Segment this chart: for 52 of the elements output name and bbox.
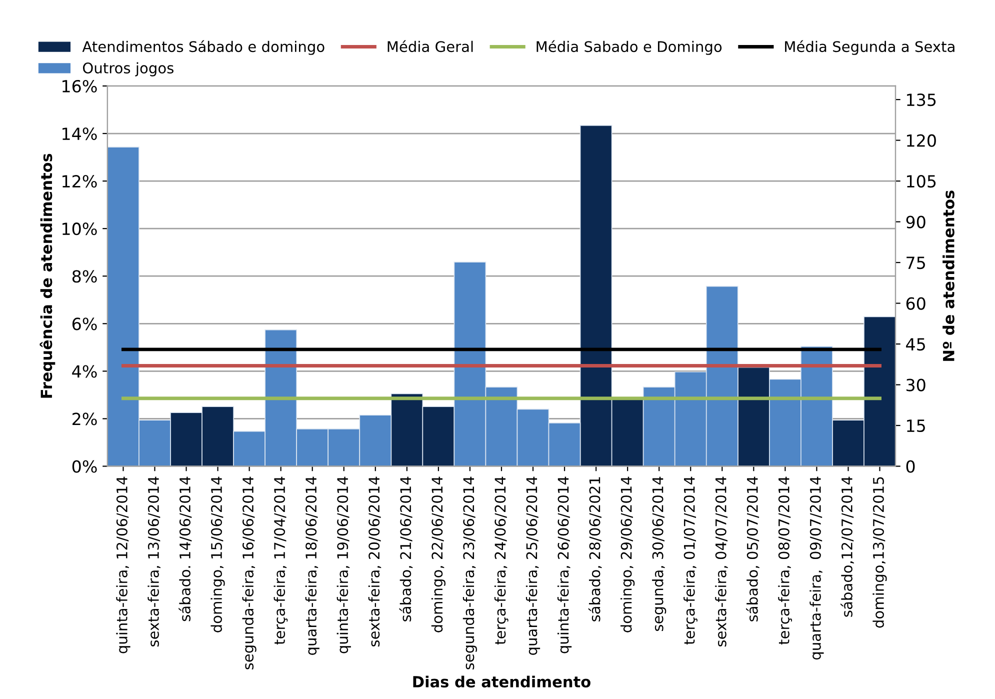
y2-tick-label: 105: [907, 175, 936, 188]
x-tick-label: quinta-feira, 26/06/2014: [557, 476, 572, 654]
x-tick-label: quinta-feira, 12/06/2014: [116, 476, 130, 654]
x-tick-label: sexta-feira, 13/06/2014: [148, 476, 160, 646]
x-tick-label: terça-feira, 08/07/2014: [778, 476, 792, 645]
x-tick-label: terça-feira, 17/04/2014: [274, 476, 288, 645]
y-tick-label: 0%: [72, 460, 97, 473]
y-tick-label: 10%: [62, 222, 97, 236]
y-tick-label: 12%: [62, 175, 97, 188]
y2-tick-label: 30: [906, 378, 926, 392]
legend-label: Atendimentos Sábado e domingo: [82, 40, 324, 55]
x-tick-label: sábado, 05/07/2014: [746, 476, 760, 622]
x-tick-label: segunda-feira, 23/06/2014: [462, 476, 478, 670]
y2-tick-label: 135: [907, 94, 936, 106]
x-tick-label: domingo, 29/06/2014: [620, 476, 635, 632]
x-tick-label: sexta-feira, 20/06/2014: [368, 476, 382, 646]
legend-label: Média Sabado e Domingo: [536, 40, 722, 55]
x-tick-label: quarta-feira, 18/06/2014: [305, 476, 320, 655]
y-tick-label: 8%: [72, 270, 97, 283]
x-tick-label: terça-feira, 24/06/2014: [494, 476, 508, 645]
legend-label: Média Segunda a Sexta: [785, 40, 954, 55]
legend-label: Média Geral: [388, 40, 473, 52]
legend-label: Outros jogos: [83, 62, 174, 76]
x-tick-label: sábado. 14/06/2014: [178, 476, 192, 622]
y-tick-label: 4%: [72, 365, 97, 378]
y2-tick-label: 45: [906, 338, 925, 351]
x-tick-label: sexta-feira, 04/07/2014: [715, 476, 728, 646]
y-tick-label: 14%: [62, 127, 97, 140]
x-axis-title: Dias de atendimento: [413, 676, 590, 688]
y2-tick-label: 0: [906, 460, 915, 473]
x-tick-label: domingo,13/07/2015: [872, 477, 887, 628]
x-tick-label: segunda, 30/06/2014: [652, 476, 666, 631]
x-tick-label: domingo, 15/06/2014: [210, 476, 225, 632]
x-tick-label: quarta-feira, 25/06/2014: [526, 476, 540, 655]
x-tick-label: sábado, 28/06/2021: [588, 477, 602, 622]
x-tick-label: segunda-feira, 16/06/2014: [242, 476, 256, 670]
x-tick-label: quarta-feira, 09/07/2014: [810, 476, 824, 660]
y2-tick-label: 90: [906, 216, 926, 228]
y-axis-title: Frequência de atendimentos: [40, 154, 56, 398]
y2-tick-label: 75: [906, 256, 925, 270]
y-tick-label: 6%: [72, 318, 97, 330]
x-tick-label: sábado,12/07/2014: [840, 476, 854, 617]
x-tick-label: terça-feira, 01/07/2014: [684, 476, 698, 645]
y2-axis-title: Nº de atendimentos: [942, 190, 954, 361]
y2-tick-label: 120: [907, 134, 936, 147]
x-tick-label: sábado, 21/06/2014: [399, 476, 413, 622]
y-tick-label: 16%: [62, 80, 97, 93]
x-tick-label: domingo, 22/06/2014: [431, 476, 446, 632]
x-tick-label: quinta-feira, 19/06/2014: [336, 476, 351, 654]
y-tick-label: 2%: [72, 412, 97, 426]
y2-tick-label: 15: [907, 420, 925, 432]
y2-tick-label: 60: [906, 297, 926, 310]
